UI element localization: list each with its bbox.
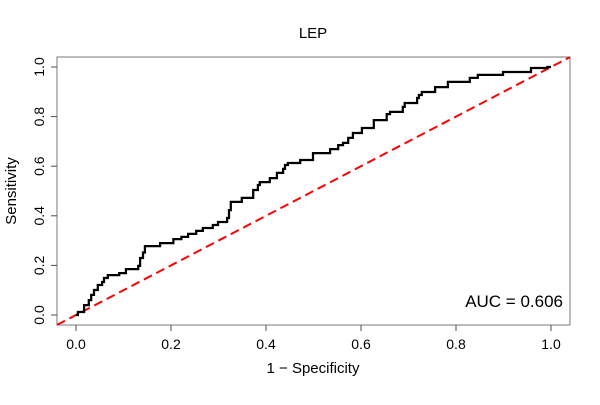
auc-annotation: AUC = 0.606 [465, 292, 563, 311]
y-tick-label: 0.8 [31, 107, 47, 127]
x-tick-label: 1.0 [541, 336, 561, 352]
x-axis-label: 1 − Specificity [267, 360, 360, 377]
y-tick-label: 0.2 [31, 255, 47, 275]
x-tick-label: 0.2 [161, 336, 181, 352]
y-axis: 0.0 0.2 0.4 0.6 0.8 1.0 [31, 57, 57, 325]
x-tick-label: 0.6 [351, 336, 371, 352]
y-axis-label: Sensitivity [3, 157, 20, 225]
plot-title: LEP [299, 25, 327, 42]
roc-curve [76, 65, 551, 317]
y-tick-label: 0.0 [31, 305, 47, 325]
plot-box [56, 56, 571, 326]
y-tick-label: 1.0 [31, 57, 47, 77]
y-tick-label: 0.4 [31, 206, 47, 226]
x-tick-label: 0.0 [66, 336, 86, 352]
y-tick-label: 0.6 [31, 156, 47, 176]
x-axis: 0.0 0.2 0.4 0.6 0.8 1.0 [66, 325, 561, 352]
chance-diagonal-line [56, 56, 571, 326]
x-tick-label: 0.4 [256, 336, 276, 352]
x-tick-label: 0.8 [446, 336, 466, 352]
